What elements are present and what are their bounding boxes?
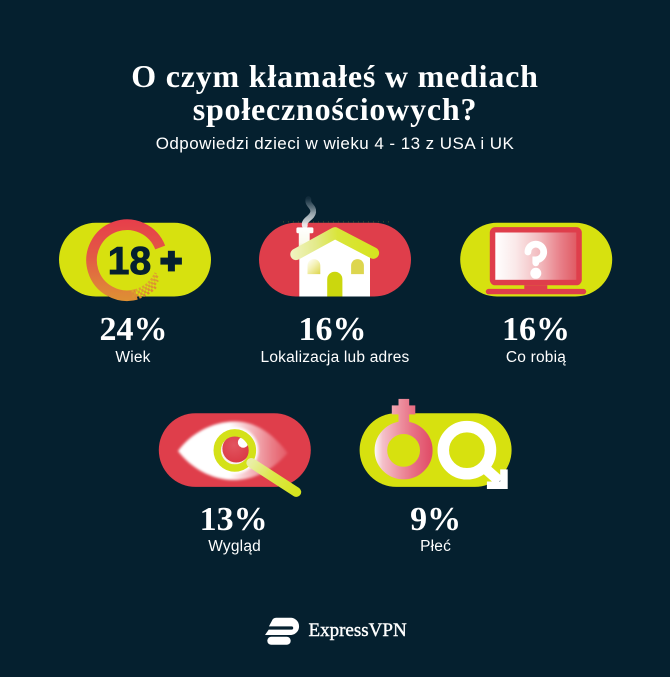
svg-text:18: 18 bbox=[108, 240, 151, 283]
